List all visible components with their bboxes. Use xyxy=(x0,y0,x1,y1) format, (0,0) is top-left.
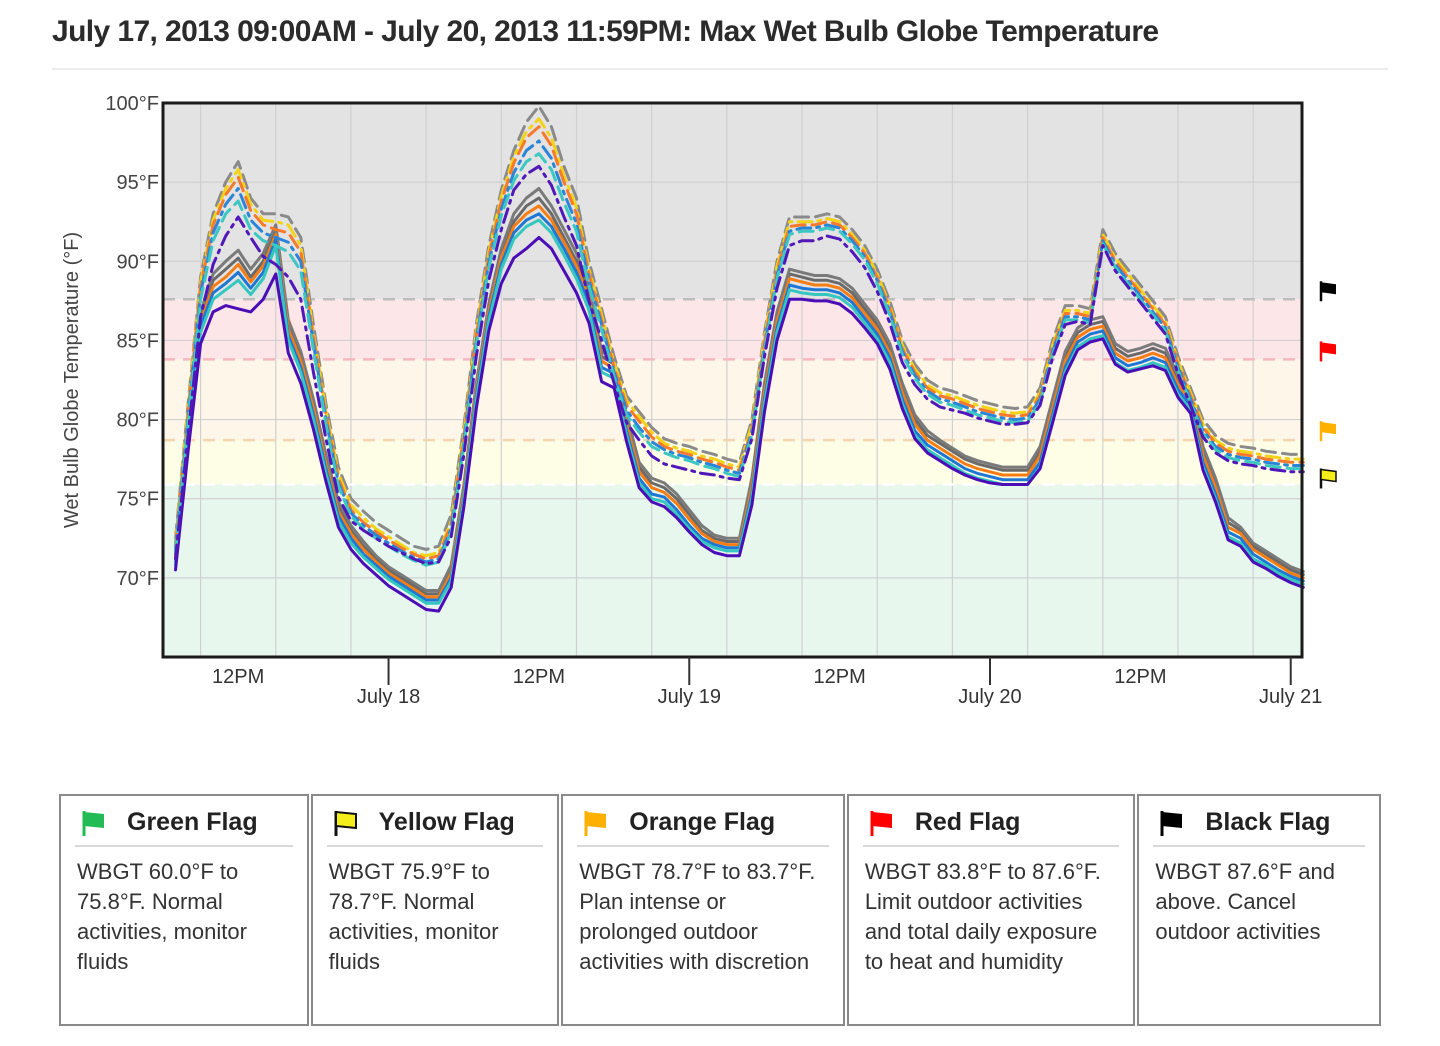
x-axis: 12PM 12PM 12PM 12PM July 18 July 19 July 20 Jul… xyxy=(212,657,1322,708)
flag-cloth xyxy=(1321,422,1336,435)
threshold-flag-markers xyxy=(1319,281,1337,489)
yellow-flag-icon xyxy=(334,810,357,836)
y-axis: 70°F 75°F 80°F 85°F 90°F 95°F 100°F xyxy=(105,93,159,590)
y-axis-label: Wet Bulb Globe Temperature (°F) xyxy=(61,232,83,528)
orange-flag-marker-icon xyxy=(1319,421,1336,442)
black-flag-marker-icon xyxy=(1319,281,1336,302)
flag-card-yellow: Yellow Flag WBGT 75.9°F to 78.7°F. Norma… xyxy=(310,794,560,1026)
flag-cloth xyxy=(1321,342,1336,355)
x-tick-label-date: July 18 xyxy=(357,686,420,708)
x-tick-label-date: July 20 xyxy=(958,686,1021,708)
flag-card-title: Green Flag xyxy=(127,808,258,836)
zone-yellow xyxy=(163,440,1302,485)
page-title: July 17, 2013 09:00AM - July 20, 2013 11… xyxy=(52,15,1159,48)
y-tick-label: 95°F xyxy=(117,172,159,194)
flag-card-title: Black Flag xyxy=(1205,808,1331,836)
chart-series xyxy=(174,104,1305,613)
x-tick-label-date: July 21 xyxy=(1259,686,1322,708)
flag-legend: Green Flag WBGT 60.0°F to 75.8°F. Normal… xyxy=(59,794,1382,1026)
flag-cloth xyxy=(1320,468,1337,483)
y-tick-label: 90°F xyxy=(117,251,159,273)
red-flag-marker-icon xyxy=(1319,341,1336,362)
y-tick-label: 75°F xyxy=(117,489,159,511)
y-tick-label: 100°F xyxy=(105,93,159,115)
flag-card-description: WBGT 60.0°F to 75.8°F. Normal activities… xyxy=(77,859,247,974)
flag-card-title: Orange Flag xyxy=(629,808,776,836)
title-divider xyxy=(52,68,1388,70)
flag-card-header: Green Flag xyxy=(75,806,293,847)
x-tick-label-noon: 12PM xyxy=(513,666,565,688)
flag-card-red: Red Flag WBGT 83.8°F to 87.6°F. Limit ou… xyxy=(846,794,1136,1026)
flag-zones xyxy=(163,103,1302,657)
flag-card-description: WBGT 78.7°F to 83.7°F. Plan intense or p… xyxy=(579,859,816,974)
black-flag-icon xyxy=(1160,810,1183,836)
flag-card-orange: Orange Flag WBGT 78.7°F to 83.7°F. Plan … xyxy=(561,794,845,1026)
series-line-10 xyxy=(174,139,1305,564)
flag-card-description: WBGT 75.9°F to 78.7°F. Normal activities… xyxy=(328,859,499,974)
zone-orange xyxy=(163,359,1302,441)
green-flag-icon xyxy=(82,810,104,836)
x-tick-label-noon: 12PM xyxy=(212,666,264,688)
flag-card-green: Green Flag WBGT 60.0°F to 75.8°F. Normal… xyxy=(59,794,309,1026)
flag-card-header: Yellow Flag xyxy=(326,806,544,847)
x-tick-label-date: July 19 xyxy=(658,686,721,708)
flag-card-black: Black Flag WBGT 87.6°F and above. Cancel… xyxy=(1137,794,1382,1026)
flag-card-header: Black Flag xyxy=(1153,806,1366,847)
red-flag-icon xyxy=(870,810,892,836)
yellow-flag-marker-icon xyxy=(1319,468,1337,489)
chart-grid xyxy=(163,102,1302,657)
y-tick-label: 70°F xyxy=(117,568,159,590)
x-tick-label-noon: 12PM xyxy=(814,666,866,688)
plot-frame xyxy=(161,101,1304,659)
series-line-7 xyxy=(174,104,1305,551)
flag-card-header: Orange Flag xyxy=(577,806,829,847)
flag-cloth xyxy=(1321,282,1336,295)
y-tick-label: 85°F xyxy=(117,330,159,352)
flag-card-description: WBGT 87.6°F and above. Cancel outdoor ac… xyxy=(1155,859,1335,944)
flag-card-description: WBGT 83.8°F to 87.6°F. Limit outdoor act… xyxy=(864,859,1101,974)
flag-card-title: Yellow Flag xyxy=(378,808,515,836)
flag-card-title: Red Flag xyxy=(914,808,1021,836)
series-line-6 xyxy=(174,236,1305,613)
y-tick-label: 80°F xyxy=(117,410,159,432)
zone-black xyxy=(163,103,1302,300)
x-tick-label-noon: 12PM xyxy=(1114,666,1166,688)
flag-card-header: Red Flag xyxy=(862,806,1120,847)
series-line-12 xyxy=(174,164,1305,566)
orange-flag-icon xyxy=(584,810,607,836)
